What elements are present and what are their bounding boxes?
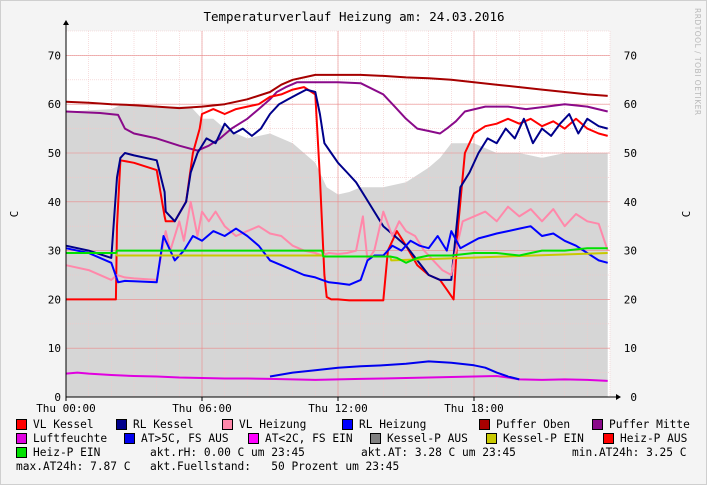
y-tick-label-left: 10 xyxy=(48,342,61,355)
legend-swatch xyxy=(116,419,127,430)
legend-label: VL Kessel xyxy=(33,418,94,431)
series-line-puffer-mitte xyxy=(65,81,608,152)
y-tick-label-left: 40 xyxy=(48,196,61,209)
y-tick-label-left: 30 xyxy=(48,245,61,258)
y-tick-label-right: 70 xyxy=(624,49,637,62)
legend-item-heiz-p-aus: Heiz-P AUS xyxy=(603,432,687,445)
chart-title: Temperaturverlauf Heizung am: 24.03.2016 xyxy=(203,9,504,24)
legend-item-heiz-p-ein: Heiz-P EIN xyxy=(16,446,100,459)
legend-swatch xyxy=(16,419,27,430)
legend-swatch xyxy=(342,419,353,430)
x-tick-label: Thu 06:00 xyxy=(172,402,232,415)
y-tick-label-right: 20 xyxy=(624,293,637,306)
legend-swatch xyxy=(486,433,497,444)
stat-akt-rh: akt.rH: 0.00 C um 23:45 xyxy=(150,446,305,459)
legend-swatch xyxy=(603,433,614,444)
series-line-rl-heizung xyxy=(65,225,608,286)
legend-item-kessel-p-aus: Kessel-P AUS xyxy=(370,432,468,445)
legend-swatch xyxy=(248,433,259,444)
legend-label: Puffer Mitte xyxy=(609,418,690,431)
legend-item-luftfeuchte: Luftfeuchte xyxy=(16,432,107,445)
y-tick-label-left: 50 xyxy=(48,147,61,160)
legend-swatch xyxy=(124,433,135,444)
series-line-heiz-p-ein xyxy=(66,247,608,264)
series-line-rl-kessel xyxy=(65,88,608,281)
legend-label: Luftfeuchte xyxy=(33,432,108,445)
legend-item-rl-heizung: RL Heizung xyxy=(342,418,426,431)
y-tick-label-left: 70 xyxy=(48,49,61,62)
legend-swatch xyxy=(16,433,27,444)
legend-swatch xyxy=(479,419,490,430)
rrdtool-credit: RRDTOOL / TOBI OETIKER xyxy=(693,8,702,116)
legend-label: RL Heizung xyxy=(359,418,427,431)
series-line-vl-heizung xyxy=(65,200,609,281)
legend-label: Kessel-P EIN xyxy=(503,432,584,445)
stat-fuellstand: akt.Fuellstand: 50 Prozent um 23:45 xyxy=(150,460,400,473)
y-tick-label-right: 40 xyxy=(624,196,637,209)
temperature-chart: Temperaturverlauf Heizung am: 24.03.2016… xyxy=(8,9,693,415)
y-tick-label-right: 30 xyxy=(624,245,637,258)
y-axis-label-left: C xyxy=(8,211,21,218)
series-line-puffer-oben xyxy=(65,73,608,110)
y-tick-label-right: 10 xyxy=(624,342,637,355)
legend-item-at-lt-2c: AT<2C, FS EIN xyxy=(248,432,353,445)
legend-label: VL Heizung xyxy=(239,418,307,431)
legend-label: Puffer Oben xyxy=(496,418,571,431)
legend-swatch xyxy=(592,419,603,430)
legend-label: RL Kessel xyxy=(133,418,194,431)
legend-label: Heiz-P AUS xyxy=(620,432,688,445)
legend-swatch xyxy=(222,419,233,430)
x-tick-label: Thu 00:00 xyxy=(36,402,96,415)
stat-min-at: min.AT24h: 3.25 C xyxy=(572,446,687,459)
legend-swatch xyxy=(370,433,381,444)
legend-label: AT<2C, FS EIN xyxy=(265,432,353,445)
legend-item-puffer-oben: Puffer Oben xyxy=(479,418,570,431)
legend-item-at-gt-5c: AT>5C, FS AUS xyxy=(124,432,229,445)
stat-max-at: max.AT24h: 7.87 C xyxy=(16,460,131,473)
series-line-at-5c-fs-aus xyxy=(269,360,520,381)
x-tick-label: Thu 18:00 xyxy=(444,402,504,415)
y-axis-label-right: C xyxy=(680,211,693,218)
y-tick-label-right: 0 xyxy=(630,391,637,404)
legend-label: AT>5C, FS AUS xyxy=(141,432,229,445)
x-tick-label: Thu 12:00 xyxy=(308,402,368,415)
y-tick-label-left: 60 xyxy=(48,98,61,111)
y-axis-arrow xyxy=(63,20,69,25)
y-tick-label-left: 20 xyxy=(48,293,61,306)
stat-akt-at: akt.AT: 3.28 C um 23:45 xyxy=(361,446,516,459)
y-tick-label-right: 50 xyxy=(624,147,637,160)
y-tick-label-left: 0 xyxy=(54,391,61,404)
legend-swatch xyxy=(16,447,27,458)
y-tick-label-right: 60 xyxy=(624,98,637,111)
legend-label: Heiz-P EIN xyxy=(33,446,101,459)
x-axis-arrow xyxy=(616,394,621,400)
legend-item-kessel-p-ein: Kessel-P EIN xyxy=(486,432,584,445)
legend-label: Kessel-P AUS xyxy=(387,432,468,445)
legend-item-vl-heizung: VL Heizung xyxy=(222,418,306,431)
legend-item-puffer-mitte: Puffer Mitte xyxy=(592,418,690,431)
legend-item-vl-kessel: VL Kessel xyxy=(16,418,94,431)
legend-item-rl-kessel: RL Kessel xyxy=(116,418,194,431)
